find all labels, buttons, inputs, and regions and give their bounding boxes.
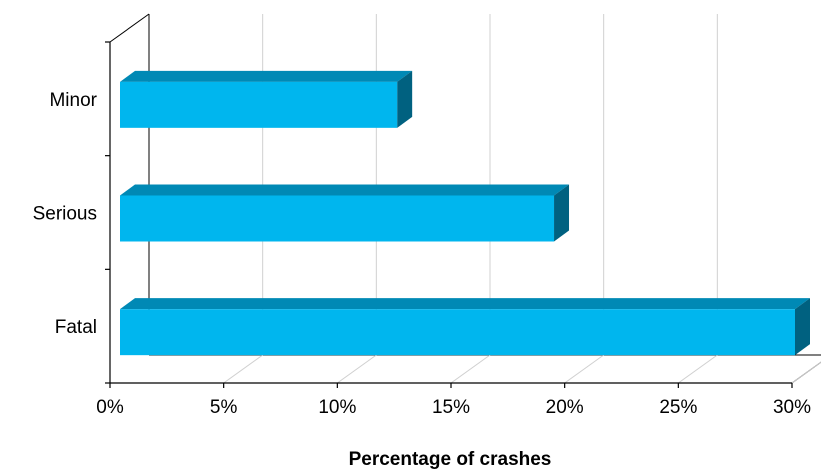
y-tick-label: Fatal bbox=[55, 317, 97, 338]
bar bbox=[120, 309, 795, 356]
bar-top-face bbox=[120, 184, 570, 196]
x-tick-label: 0% bbox=[96, 397, 124, 418]
x-tick-label: 25% bbox=[659, 397, 697, 418]
bar-group bbox=[120, 184, 570, 242]
y-tick-labels: Minor Serious Fatal bbox=[33, 90, 98, 338]
y-tick-label: Serious bbox=[33, 204, 97, 225]
floor-right-edge bbox=[791, 361, 821, 384]
axes bbox=[105, 41, 793, 388]
bars bbox=[120, 70, 810, 356]
bar-group bbox=[120, 298, 810, 356]
x-tick-labels: 0% 5% 10% 15% 20% 25% 30% bbox=[96, 397, 811, 418]
floor-gridline bbox=[223, 354, 263, 384]
x-tick-label: 10% bbox=[318, 397, 356, 418]
bar bbox=[120, 81, 398, 128]
floor-gridline bbox=[564, 354, 604, 384]
bar-top-face bbox=[120, 298, 810, 310]
y-tick-label: Minor bbox=[49, 90, 97, 111]
bar-group bbox=[120, 70, 413, 128]
x-tick-label: 5% bbox=[210, 397, 238, 418]
x-axis-title: Percentage of crashes bbox=[349, 449, 552, 470]
floor-gridline bbox=[678, 354, 718, 384]
floor-gridline bbox=[450, 354, 491, 384]
x-tick-label: 30% bbox=[773, 397, 811, 418]
side-wall-top-edge bbox=[109, 13, 150, 43]
bar-side-face bbox=[397, 70, 413, 128]
bar-side-face bbox=[554, 184, 570, 242]
floor-gridline bbox=[337, 354, 377, 384]
bar-side-face bbox=[795, 298, 810, 356]
x-tick-label: 15% bbox=[432, 397, 470, 418]
x-tick-label: 20% bbox=[546, 397, 584, 418]
bar bbox=[120, 195, 555, 242]
floor-gridline bbox=[791, 361, 821, 384]
bar-top-face bbox=[120, 70, 413, 82]
